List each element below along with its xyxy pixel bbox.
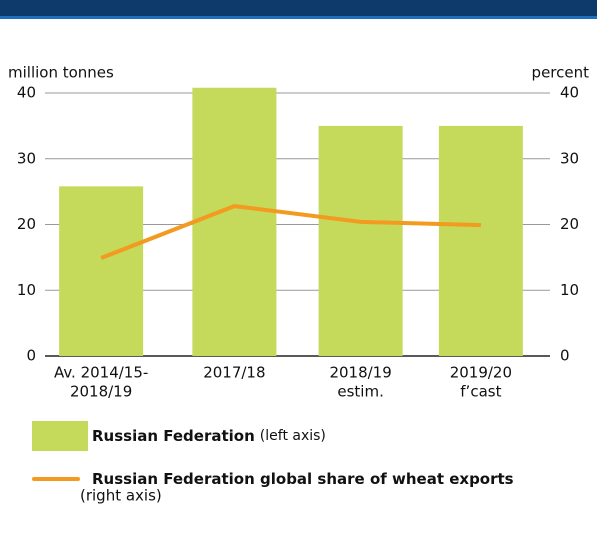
y2-axis-label: percent bbox=[532, 64, 590, 82]
bar bbox=[59, 186, 144, 356]
top-stripe bbox=[0, 16, 597, 19]
y2-tick-label: 0 bbox=[560, 347, 570, 365]
y-tick-label: 10 bbox=[17, 281, 36, 299]
legend-swatch bbox=[32, 421, 88, 451]
legend-note: (right axis) bbox=[80, 487, 162, 505]
x-tick-label: estim. bbox=[337, 383, 383, 401]
legend-label: Russian Federation global share of wheat… bbox=[92, 470, 514, 488]
legend-name: Russian Federation global share of wheat… bbox=[92, 470, 514, 488]
y2-tick-label: 10 bbox=[560, 281, 579, 299]
top-band bbox=[0, 0, 597, 16]
y-tick-label: 0 bbox=[26, 347, 36, 365]
x-tick-label: 2017/18 bbox=[203, 364, 265, 382]
line bbox=[100, 204, 481, 260]
x-tick-label: 2018/19 bbox=[329, 364, 391, 382]
y-tick-label: 30 bbox=[17, 149, 36, 167]
y2-tick-label: 20 bbox=[560, 215, 579, 233]
bar bbox=[192, 87, 277, 357]
y-axis-label: million tonnes bbox=[8, 64, 114, 82]
x-tick-label: Av. 2014/15- bbox=[54, 364, 148, 382]
y-tick-label: 40 bbox=[17, 84, 36, 102]
x-tick-label: 2019/20 bbox=[450, 364, 512, 382]
y2-tick-label: 40 bbox=[560, 84, 579, 102]
bar bbox=[318, 125, 403, 356]
bar bbox=[438, 125, 523, 356]
x-tick-label: 2018/19 bbox=[70, 383, 132, 401]
x-tick-label: f’cast bbox=[460, 383, 501, 401]
legend-label: Russian Federation (left axis) bbox=[92, 427, 326, 445]
legend-name: Russian Federation bbox=[92, 427, 255, 445]
legend-note: (left axis) bbox=[260, 428, 326, 444]
y2-tick-label: 30 bbox=[560, 149, 579, 167]
y-tick-label: 20 bbox=[17, 215, 36, 233]
